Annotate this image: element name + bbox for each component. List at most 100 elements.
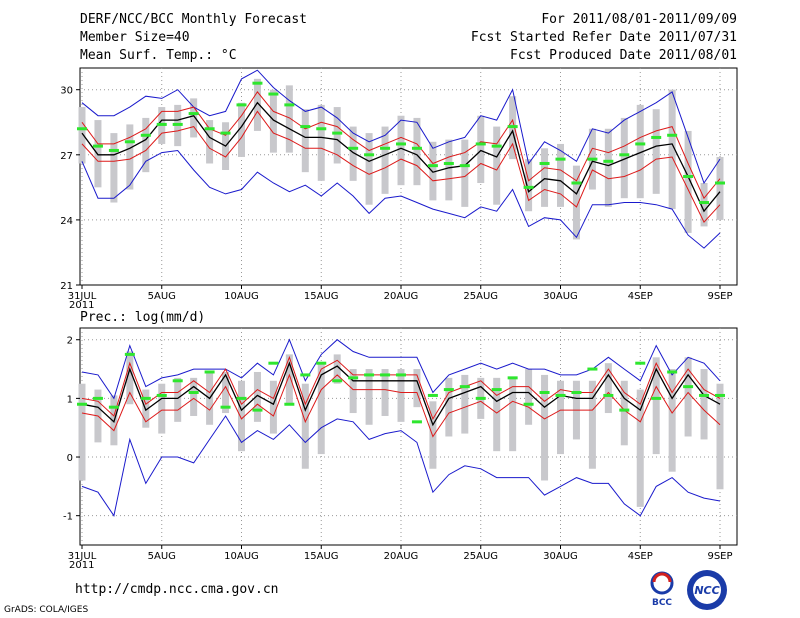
temp-obs-marker [300, 125, 311, 129]
variable-label-prec: Prec.: log(mm/d) [80, 310, 206, 325]
prec-range-box [429, 401, 437, 469]
temp-obs-marker [348, 146, 359, 150]
prec-xtick-label: 4SEP [628, 551, 653, 562]
prec-range-box [238, 380, 245, 452]
temp-obs-marker [571, 181, 582, 185]
temp-obs-marker [555, 157, 566, 161]
temp-range-box [668, 89, 676, 210]
temp-obs-marker [380, 146, 391, 150]
temp-obs-marker [220, 131, 231, 135]
prec-range-box [397, 369, 405, 422]
prec-obs-marker [396, 373, 406, 377]
ncc-logo-text: NCC [694, 584, 719, 597]
temp-obs-marker [459, 164, 470, 168]
temp-range-box [493, 126, 501, 205]
prec-xtick-label: 10AUG [224, 551, 259, 562]
prec-range-box [509, 377, 517, 452]
temp-obs-marker [715, 181, 725, 185]
prec-obs-marker [364, 373, 375, 377]
bcc-logo: BCC [642, 568, 682, 612]
temp-obs-marker [156, 122, 167, 126]
prec-obs-marker [204, 370, 215, 374]
prec-ytick-label: -1 [63, 512, 73, 523]
prec-range-box [269, 380, 277, 434]
source-url[interactable]: http://cmdp.ncc.cma.gov.cn [75, 582, 279, 597]
prec-range-box [317, 363, 325, 455]
prec-range-box [158, 383, 166, 434]
bcc-logo-text: BCC [652, 598, 672, 608]
prec-range-box [588, 380, 596, 469]
prec-range-box [78, 383, 86, 481]
temp-xtick-label: 20AUG [384, 291, 419, 302]
temp-xtick-label: 5AUG [148, 291, 176, 302]
prec-xtick-label: 15AUG [304, 551, 339, 562]
prec-obs-marker [491, 388, 502, 392]
prec-range-box [285, 354, 293, 405]
temp-range-box [557, 143, 564, 207]
prec-obs-marker [715, 393, 725, 397]
prec-obs-marker [220, 405, 231, 409]
temp-range-box [365, 133, 373, 205]
prec-range-box [620, 380, 628, 446]
temp-obs-marker [140, 133, 151, 137]
prec-range-box [541, 374, 549, 481]
prec-obs-marker [188, 391, 199, 395]
temp-range-box [413, 117, 421, 186]
temp-range-box [142, 117, 150, 173]
temp-obs-marker [332, 131, 343, 135]
temp-range-box [285, 85, 293, 153]
prec-obs-marker [523, 402, 534, 406]
prec-obs-marker [603, 393, 614, 397]
prec-obs-marker [619, 408, 630, 412]
prec-obs-marker [380, 373, 391, 377]
temp-obs-marker [268, 92, 279, 96]
temp-obs-marker [635, 142, 646, 146]
member-size: Member Size=40 [80, 30, 190, 45]
prec-range-box [684, 357, 692, 437]
prec-range-box [253, 371, 261, 422]
temp-obs-marker [523, 185, 534, 189]
temp-range-box [572, 165, 580, 240]
temp-obs-marker [252, 81, 263, 85]
prec-obs-marker [539, 391, 550, 395]
prec-range-box [652, 357, 660, 455]
prec-obs-marker [507, 376, 518, 380]
prec-xtick-label: 30AUG [543, 551, 578, 562]
temp-xtick-label: 15AUG [304, 291, 339, 302]
temp-obs-marker [411, 146, 422, 150]
started-date: Fcst Started Refer Date 2011/07/31 [470, 30, 737, 45]
prec-range-box [126, 351, 134, 405]
temp-xtick-label: 9SEP [707, 291, 732, 302]
temp-obs-marker [699, 201, 710, 205]
prec-obs-marker [571, 391, 582, 395]
temp-ensemble-mean-line [81, 101, 721, 213]
prec-ytick-label: 0 [67, 453, 73, 464]
temp-max-envelope-line [81, 69, 721, 185]
temp-range-box [397, 115, 405, 186]
temp-range-box [445, 139, 453, 201]
temp-range-box [604, 128, 612, 207]
temp-obs-marker [172, 122, 183, 126]
temp-range-box [429, 141, 437, 201]
prec-obs-marker [635, 361, 646, 365]
prec-range-box [493, 377, 501, 452]
temp-xtick-label: 31JUL [68, 291, 97, 302]
temp-range-box [636, 104, 644, 199]
temp-ytick-label: 21 [60, 281, 73, 292]
temp-range-box [684, 130, 692, 233]
temp-range-box [238, 102, 245, 157]
temp-obs-marker [475, 142, 486, 146]
prec-obs-marker [475, 396, 486, 400]
prec-range-box [668, 369, 676, 472]
prec-obs-marker [268, 361, 279, 365]
temp-obs-marker [236, 103, 247, 107]
temp-obs-marker [396, 142, 406, 146]
temp-ytick-label: 24 [60, 216, 73, 227]
temp-range-box [700, 183, 708, 227]
chart-title: DERF/NCC/BCC Monthly Forecast [80, 12, 307, 27]
prec-range-box [461, 374, 469, 434]
prec-obs-marker [252, 408, 263, 412]
temp-obs-marker [204, 127, 215, 131]
temp-obs-marker [619, 153, 630, 157]
prec-xtick-label: 9SEP [707, 551, 732, 562]
